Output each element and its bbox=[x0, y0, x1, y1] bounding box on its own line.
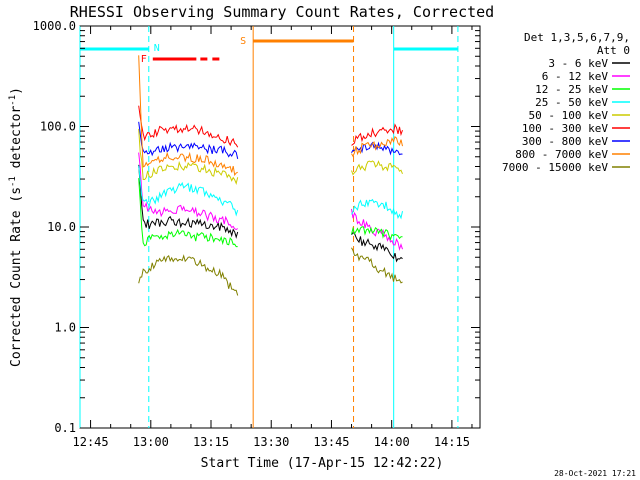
legend-header-line1: Det 1,3,5,6,7,9, bbox=[524, 31, 630, 44]
chart-title: RHESSI Observing Summary Count Rates, Co… bbox=[70, 3, 494, 21]
legend-label-8: 7000 - 15000 keV bbox=[502, 161, 608, 174]
series-line-6-segment2 bbox=[351, 141, 403, 156]
series-line-6-segment1 bbox=[138, 121, 239, 160]
saa-flag-label: S bbox=[240, 36, 246, 47]
legend-label-4: 50 - 100 keV bbox=[529, 109, 609, 122]
y-tick-label-4: 1000.0 bbox=[33, 19, 76, 33]
series-line-7-segment2 bbox=[351, 136, 403, 158]
series-line-7-segment1 bbox=[138, 55, 238, 177]
series-line-5-segment2 bbox=[351, 123, 403, 146]
x-tick-label-2: 13:15 bbox=[193, 435, 229, 449]
footer-date: 28-Oct-2021 17:21 bbox=[554, 469, 636, 478]
legend-label-0: 3 - 6 keV bbox=[548, 57, 608, 70]
x-axis-label: Start Time (17-Apr-15 12:42:22) bbox=[201, 456, 444, 471]
x-tick-label-6: 14:15 bbox=[434, 435, 470, 449]
series-line-0-segment2 bbox=[351, 232, 403, 263]
legend-label-6: 300 - 800 keV bbox=[522, 135, 608, 148]
y-tick-label-0: 0.1 bbox=[54, 421, 76, 435]
flare-flag-label: F bbox=[141, 54, 147, 65]
series-line-3-segment2 bbox=[351, 198, 403, 220]
series-line-4-segment1 bbox=[138, 128, 239, 186]
axis-layer: 12:45 13:00 13:15 13:30 13:45 14:00 14:15 0.1 1.… bbox=[33, 19, 480, 449]
y-axis-label-end: ) bbox=[9, 87, 24, 95]
y-tick-label-1: 1.0 bbox=[54, 321, 76, 335]
series-line-8-segment1 bbox=[138, 254, 239, 296]
legend-label-2: 12 - 25 keV bbox=[535, 83, 608, 96]
legend-label-1: 6 - 12 keV bbox=[542, 70, 609, 83]
y-axis-label: Corrected Count Rate (s-1 detector-1) bbox=[8, 87, 24, 367]
x-tick-label-4: 13:45 bbox=[313, 435, 349, 449]
y-axis-label-mid: detector bbox=[9, 106, 24, 177]
legend-header-line2: Att 0 bbox=[597, 44, 630, 57]
legend-label-5: 100 - 300 keV bbox=[522, 122, 608, 135]
series-line-4-segment2 bbox=[351, 160, 403, 176]
series-line-2-segment1 bbox=[138, 178, 238, 248]
legend-label-3: 25 - 50 keV bbox=[535, 96, 608, 109]
series-line-5-segment1 bbox=[138, 105, 239, 148]
night-flag-label: N bbox=[154, 43, 160, 54]
series-line-2-segment2 bbox=[351, 226, 403, 241]
series-line-1-segment1 bbox=[138, 152, 238, 231]
series-line-8-segment2 bbox=[351, 247, 403, 284]
x-tick-label-3: 13:30 bbox=[253, 435, 289, 449]
y-tick-label-2: 10.0 bbox=[47, 220, 76, 234]
y-axis-label-sup2: -1 bbox=[8, 95, 18, 106]
series-line-3-segment1 bbox=[138, 165, 239, 217]
y-axis-label-sup1: -1 bbox=[8, 176, 18, 187]
series-layer bbox=[138, 55, 403, 296]
x-tick-label-5: 14:00 bbox=[374, 435, 410, 449]
y-axis-label-main: Corrected Count Rate (s bbox=[9, 187, 24, 367]
series-line-0-segment1 bbox=[138, 164, 239, 239]
legend-label-7: 800 - 7000 keV bbox=[515, 148, 608, 161]
y-tick-label-3: 100.0 bbox=[40, 120, 76, 134]
flag-layer: N S F bbox=[79, 26, 459, 428]
x-tick-label-0: 12:45 bbox=[73, 435, 109, 449]
x-tick-label-1: 13:00 bbox=[133, 435, 169, 449]
